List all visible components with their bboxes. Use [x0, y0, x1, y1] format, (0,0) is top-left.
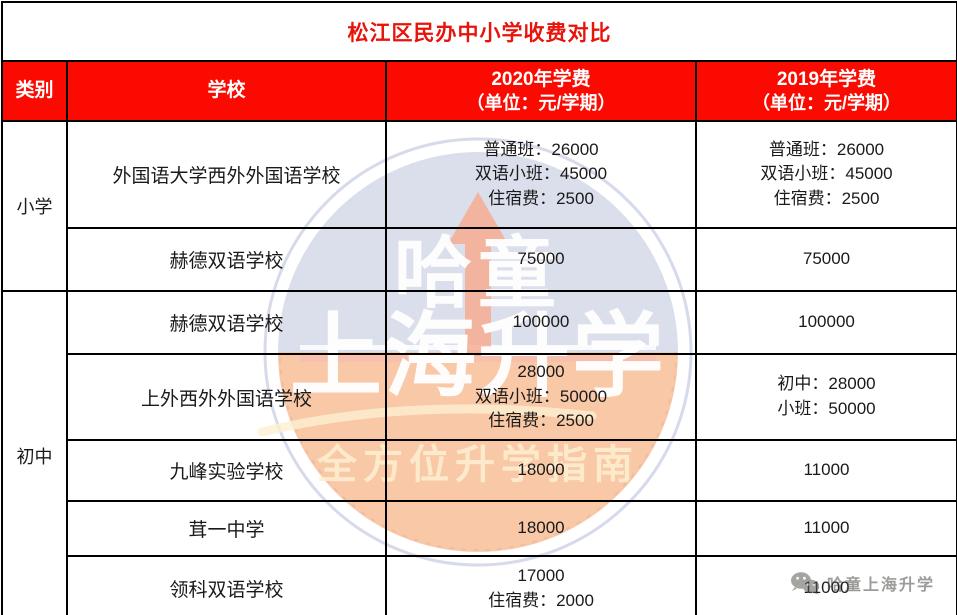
- school-name-cell: 上外西外外国语学校: [66, 353, 387, 441]
- fee-line: 双语小班：45000: [474, 164, 608, 184]
- fee-line: 11000: [803, 578, 850, 598]
- fee-line: 双语小班：50000: [474, 386, 608, 406]
- school-name-cell: 茸一中学: [66, 500, 387, 557]
- table-row: 上外西外外国语学校 28000 双语小班：50000 住宿费：2500 初中：2…: [2, 353, 957, 441]
- fee-line: 住宿费：2500: [488, 188, 594, 208]
- fee-line: 28000: [517, 362, 565, 382]
- column-header-fee-2019-main: 2019年学费: [776, 68, 877, 90]
- fee-line: 住宿费：2000: [488, 590, 594, 610]
- column-header-fee-2020-main: 2020年学费: [491, 68, 591, 90]
- fee-line: 双语小班：45000: [760, 164, 893, 184]
- fee-2019-cell: 11000: [695, 555, 957, 615]
- column-header-category: 类别: [1, 60, 68, 122]
- school-name-cell: 领科双语学校: [66, 555, 387, 615]
- fee-2019-cell: 11000: [695, 500, 957, 557]
- column-header-fee-2019-unit: （单位：元/学期）: [751, 92, 901, 113]
- fee-2019-cell: 11000: [695, 439, 957, 502]
- fee-2019-cell: 100000: [695, 290, 957, 355]
- fee-2020-cell: 普通班：26000 双语小班：45000 住宿费：2500: [385, 120, 697, 229]
- fee-2019-cell: 初中：28000 小班：50000: [695, 353, 957, 441]
- fee-line: 普通班：26000: [483, 139, 599, 159]
- fee-line: 11000: [803, 518, 850, 538]
- school-name-cell: 九峰实验学校: [66, 439, 387, 502]
- fee-line: 普通班：26000: [768, 139, 885, 159]
- column-header-school: 学校: [66, 60, 387, 122]
- category-cell-primary: 小学: [1, 120, 68, 292]
- table-row: 小学 外国语大学西外外国语学校 普通班：26000 双语小班：45000 住宿费…: [1, 120, 957, 292]
- fee-line: 100000: [798, 312, 855, 332]
- page-title: 松江区民办中小学收费对比: [1, 1, 957, 62]
- school-name-cell: 赫德双语学校: [66, 290, 387, 355]
- fee-2019-cell: 75000: [695, 227, 957, 292]
- fee-2020-cell: 28000 双语小班：50000 住宿费：2500: [385, 353, 697, 441]
- fee-line: 小班：50000: [777, 399, 876, 418]
- table-row: 九峰实验学校 18000 11000: [2, 439, 957, 502]
- fee-2020-cell: 18000: [385, 439, 697, 502]
- fee-line: 17000: [517, 565, 565, 585]
- fee-line: 11000: [803, 460, 850, 480]
- fee-2019-cell: 普通班：26000 双语小班：45000 住宿费：2500: [695, 120, 957, 229]
- fee-line: 100000: [512, 312, 570, 332]
- table-row: 茸一中学 18000 11000: [2, 500, 957, 557]
- school-name-cell: 外国语大学西外外国语学校: [66, 120, 387, 229]
- category-cell-junior: 初中: [1, 290, 68, 615]
- school-name-cell: 赫德双语学校: [66, 227, 387, 292]
- fee-line: 75000: [517, 249, 565, 269]
- table-header-row: 类别 学校 2020年学费 （单位：元/学期） 2019年学费 （单位：元/学期…: [1, 60, 957, 122]
- table-row: 领科双语学校 17000 住宿费：2000 11000: [2, 555, 957, 615]
- fee-2020-cell: 18000: [385, 500, 697, 557]
- column-header-fee-2020: 2020年学费 （单位：元/学期）: [385, 60, 697, 122]
- table-row: 初中 赫德双语学校 100000 100000: [1, 290, 957, 615]
- fee-line: 75000: [802, 249, 851, 269]
- fee-2020-cell: 100000: [385, 290, 697, 355]
- table-title-row: 松江区民办中小学收费对比: [1, 1, 957, 62]
- fee-line: 初中：28000: [777, 374, 876, 394]
- fee-2020-cell: 75000: [385, 227, 697, 292]
- fee-line: 18000: [517, 518, 565, 538]
- fee-line: 住宿费：2500: [773, 188, 880, 208]
- column-header-fee-2020-unit: （单位：元/学期）: [466, 92, 616, 113]
- fee-2020-cell: 17000 住宿费：2000: [385, 555, 697, 615]
- fee-line: 住宿费：2500: [488, 411, 594, 431]
- fee-line: 18000: [517, 460, 565, 480]
- column-header-fee-2019: 2019年学费 （单位：元/学期）: [695, 60, 957, 122]
- table-row: 赫德双语学校 75000 75000: [2, 227, 957, 292]
